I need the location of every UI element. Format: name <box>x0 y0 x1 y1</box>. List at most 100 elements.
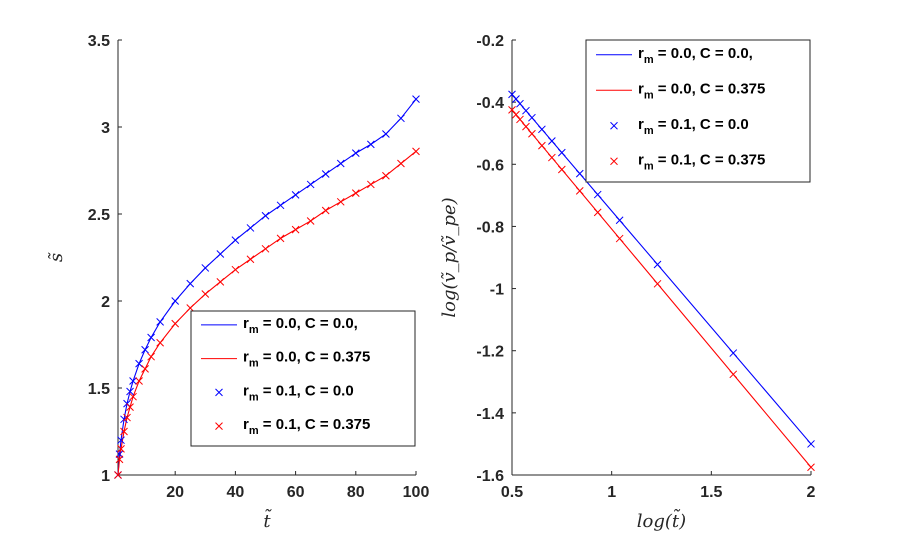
legend-entry-label: rm = 0.1, C = 0.0 <box>243 382 354 403</box>
data-point <box>615 216 624 225</box>
data-point <box>126 403 134 411</box>
series-3 <box>508 90 815 448</box>
data-point <box>291 191 300 199</box>
data-point <box>135 359 143 368</box>
data-point <box>516 115 524 124</box>
data-point <box>186 279 195 288</box>
y-tick-label: -1.6 <box>476 468 504 485</box>
legend-entry-label: rm = 0.1, C = 0.0 <box>638 116 749 137</box>
data-point <box>653 260 662 269</box>
data-point <box>512 110 520 119</box>
legend-entry-label: rm = 0.1, C = 0.375 <box>638 151 765 172</box>
data-point <box>366 140 375 149</box>
data-point <box>528 113 536 122</box>
legend-marker-swatch <box>610 157 618 166</box>
data-point <box>321 170 330 178</box>
data-point <box>261 211 270 220</box>
data-point <box>135 377 143 385</box>
data-point <box>351 189 360 197</box>
series-4 <box>508 106 815 472</box>
data-point <box>382 171 390 180</box>
y-tick-label: 2 <box>101 294 110 311</box>
y-tick-label: -0.2 <box>476 33 504 50</box>
data-point <box>538 125 546 134</box>
data-point <box>123 413 131 422</box>
data-point <box>575 187 584 195</box>
data-point <box>231 236 240 244</box>
data-point <box>397 114 405 123</box>
data-point <box>261 244 270 253</box>
legend: rm = 0.0, C = 0.0, rm = 0.0, C = 0.375 rm … <box>190 310 416 447</box>
data-point <box>508 106 516 114</box>
y-axis-label: log(ṽ_p/ṽ_pe) <box>439 197 460 317</box>
y-tick-label: 2.5 <box>88 207 110 224</box>
data-point <box>321 206 330 215</box>
data-point <box>522 122 530 131</box>
data-point <box>171 297 180 305</box>
legend-entry-label: rm = 0.1, C = 0.375 <box>243 416 370 437</box>
data-point <box>412 95 420 104</box>
x-tick-label: 1 <box>607 484 616 501</box>
data-point <box>129 377 137 385</box>
data-point <box>397 159 405 168</box>
series-1 <box>117 98 417 476</box>
data-point <box>306 217 315 225</box>
y-tick-label: 3 <box>101 120 110 137</box>
series-4 <box>114 147 420 479</box>
data-point <box>246 255 255 264</box>
data-point <box>147 352 155 361</box>
data-point <box>115 455 124 464</box>
x-tick-label: 1.5 <box>700 484 722 501</box>
legend-entry-label: rm = 0.0, C = 0.0, <box>243 315 358 336</box>
x-axis-label: t̃ <box>263 509 272 532</box>
data-point <box>516 99 524 108</box>
legend-entry-label: rm = 0.0, C = 0.375 <box>638 80 765 101</box>
data-point <box>522 106 530 115</box>
data-point <box>201 290 210 298</box>
data-point <box>593 208 602 217</box>
data-point <box>291 225 300 234</box>
x-tick-label: 80 <box>347 484 365 501</box>
chart-panel-1: 20 40 60 80 100 1 1.5 2 2.5 3 3.5 t̃ s̃ rm = 0.0, C =… <box>46 33 429 532</box>
data-point <box>548 153 556 162</box>
data-point <box>117 436 125 445</box>
x-tick-label: 60 <box>287 484 305 501</box>
data-point <box>729 349 738 357</box>
data-point <box>186 304 195 312</box>
data-point <box>141 365 149 373</box>
data-point <box>336 159 345 168</box>
data-point <box>306 180 315 189</box>
data-point <box>528 129 536 138</box>
y-axis-label: s̃ <box>46 252 67 262</box>
data-point <box>126 387 134 396</box>
data-point <box>156 318 164 326</box>
series-line <box>117 150 417 476</box>
data-point <box>382 130 390 138</box>
data-point <box>156 338 164 347</box>
series-2 <box>117 150 417 476</box>
data-point <box>548 137 556 145</box>
data-point <box>557 165 566 174</box>
y-tick-label: -0.4 <box>476 95 504 112</box>
chart-panel-2: 0.5 1 1.5 2 -0.2 -0.4 -0.6 -0.8 -1 -1.2 -1.4 -1.6 lo… <box>439 33 816 532</box>
legend-box <box>585 39 811 183</box>
data-point <box>114 471 122 479</box>
data-point <box>216 250 225 258</box>
legend-entry-label: rm = 0.0, C = 0.0, <box>638 45 753 66</box>
x-tick-label: 20 <box>166 484 184 501</box>
y-tick-label: 1 <box>101 468 110 485</box>
data-point <box>557 148 566 157</box>
y-tick-label: -1.2 <box>476 344 504 361</box>
data-point <box>538 141 546 150</box>
data-point <box>807 463 815 472</box>
data-point <box>807 440 815 448</box>
data-point <box>216 278 225 286</box>
x-tick-label: 40 <box>226 484 244 501</box>
legend-box <box>190 310 416 447</box>
data-point <box>593 190 602 199</box>
x-tick-label: 2 <box>807 484 816 501</box>
y-tick-label: -1 <box>490 282 504 299</box>
data-point <box>171 319 180 328</box>
data-point <box>653 279 662 288</box>
